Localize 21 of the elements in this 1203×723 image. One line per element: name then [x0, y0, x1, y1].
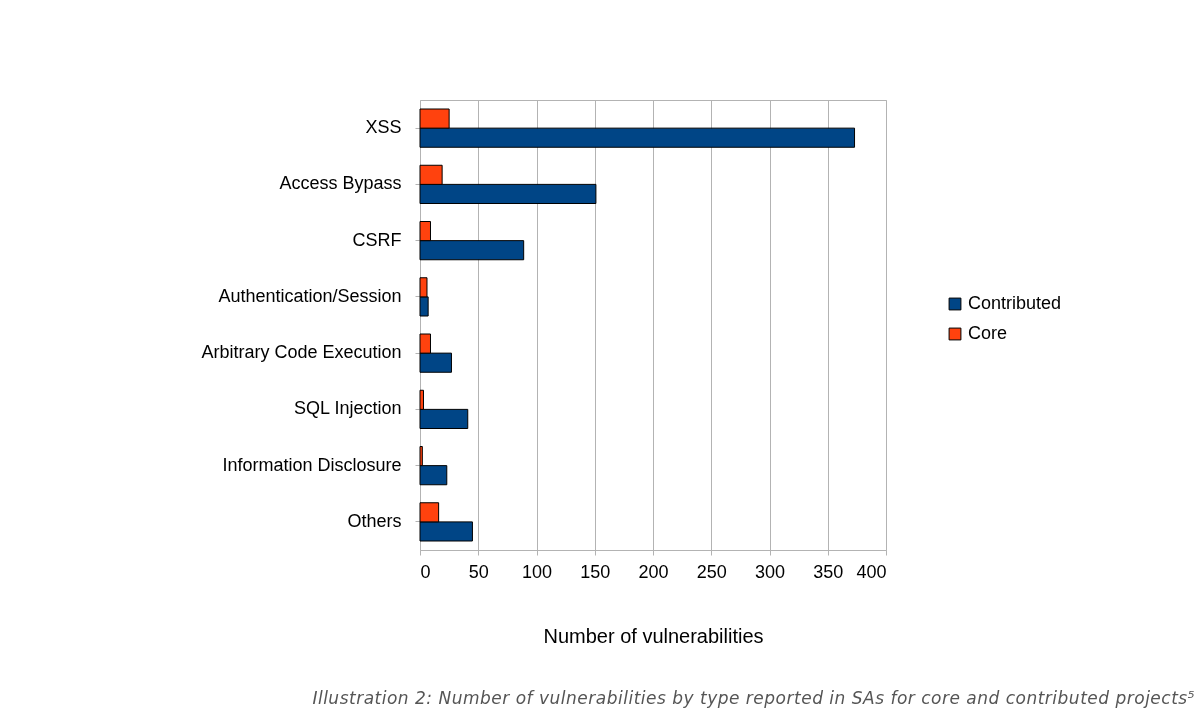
legend-label: Core: [968, 323, 1008, 343]
x-tick-label: 300: [754, 561, 786, 582]
x-tick-label: 350: [813, 561, 844, 582]
x-tick-label: 50: [468, 561, 489, 582]
y-tick-label: Arbitrary Code Execution: [201, 342, 402, 363]
y-tick-label: Information Disclosure: [222, 454, 402, 475]
y-tick-label: Authentication/Session: [218, 285, 402, 306]
x-tick-label: 100: [521, 561, 553, 582]
y-tick-label: Access Bypass: [279, 173, 402, 194]
x-tick-label: 250: [696, 561, 727, 582]
text: Illustration 2: Number of vulnerabilities by type reported in SAs for core and contributed projects⁵: [311, 688, 1195, 708]
x-tick-label: 200: [638, 561, 669, 582]
x-tick-label: 400: [856, 561, 887, 582]
legend-label: Contributed: [968, 293, 1062, 313]
x-axis-title: Number of vulnerabilities: [543, 624, 764, 647]
y-tick-label: CSRF: [352, 229, 402, 250]
x-tick-label: 150: [580, 561, 611, 582]
x-tick-label: 0: [420, 561, 431, 582]
y-tick-label: Others: [347, 510, 402, 531]
y-tick-label: SQL Injection: [294, 398, 402, 419]
y-tick-label: XSS: [365, 117, 402, 138]
